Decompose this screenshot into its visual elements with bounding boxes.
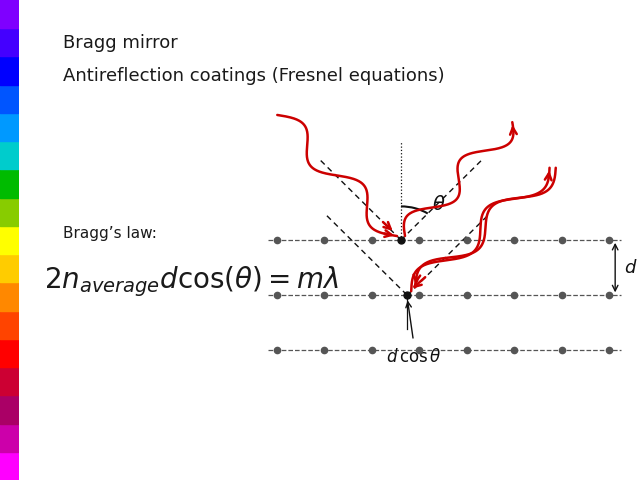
Text: Bragg mirror: Bragg mirror [63,34,177,51]
Text: Antireflection coatings (Fresnel equations): Antireflection coatings (Fresnel equatio… [63,67,444,85]
Text: $2n_{average}d\cos(\theta) = m\lambda$: $2n_{average}d\cos(\theta) = m\lambda$ [44,264,339,299]
Text: $d\,\cos\theta$: $d\,\cos\theta$ [385,348,442,366]
Text: Bragg’s law:: Bragg’s law: [63,226,157,240]
Text: $d$: $d$ [625,259,638,276]
Text: $\theta$: $\theta$ [432,194,445,214]
